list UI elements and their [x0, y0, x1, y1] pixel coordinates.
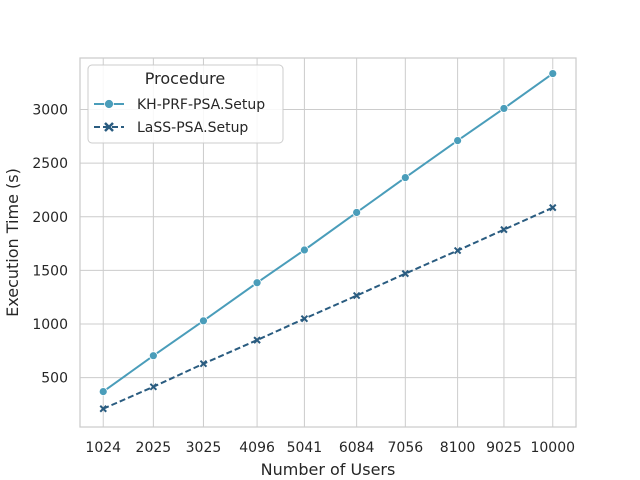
x-tick-label-10000: 10000: [530, 440, 575, 456]
data-point-kh-prf-psa-setup-7056: [400, 173, 410, 183]
data-point-lass-psa-setup-2025: [149, 383, 158, 391]
data-point-lass-psa-setup-6084: [352, 291, 361, 300]
data-point-lass-psa-setup-7056: [401, 269, 410, 278]
plot-frame: [79, 57, 577, 428]
y-tick-label-2000: 2000: [32, 210, 68, 226]
data-point-kh-prf-psa-setup-6084: [352, 208, 362, 217]
x-tick-label-6084: 6084: [339, 440, 375, 456]
data-point-lass-psa-setup-1024: [99, 405, 107, 413]
y-tick-label-3000: 3000: [32, 102, 68, 118]
data-point-kh-prf-psa-setup-1024: [98, 387, 108, 397]
series-lass-psa-setup: [99, 203, 557, 413]
legend-marker-lass-psa-setup: [104, 122, 114, 132]
x-tick-label-8100: 8100: [440, 440, 476, 456]
data-point-kh-prf-psa-setup-2025: [148, 351, 158, 361]
series-line-kh-prf-psa-setup: [102, 72, 554, 393]
legend-marker-kh-prf-psa-setup: [104, 99, 114, 109]
x-tick-label-3025: 3025: [186, 440, 222, 456]
series-kh-prf-psa-setup: [98, 69, 558, 397]
x-tick-label-5041: 5041: [287, 440, 323, 456]
data-point-kh-prf-psa-setup-9025: [499, 104, 509, 113]
data-point-lass-psa-setup-4096: [253, 336, 261, 344]
x-tick-label-7056: 7056: [388, 440, 424, 456]
y-tick-labels: 500 1000 1500 2000 2500 3000: [32, 102, 68, 386]
x-tick-label-9025: 9025: [486, 440, 522, 456]
y-axis-label: Execution Time (s): [3, 168, 22, 317]
x-tick-label-2025: 2025: [136, 440, 172, 456]
y-tick-label-500: 500: [41, 371, 68, 387]
series-layer: [98, 69, 558, 413]
legend-box: [87, 64, 284, 144]
data-point-lass-psa-setup-9025: [500, 225, 508, 234]
data-point-kh-prf-psa-setup-5041: [300, 245, 309, 255]
legend: Procedure KH-PRF-PSA.Setup LaSS-PSA.Setu…: [87, 64, 284, 144]
data-point-lass-psa-setup-8100: [453, 246, 462, 255]
legend-title: Procedure: [145, 69, 225, 88]
data-point-kh-prf-psa-setup-8100: [453, 136, 463, 145]
y-tick-label-1500: 1500: [32, 263, 68, 279]
data-point-lass-psa-setup-10000: [549, 203, 557, 212]
x-tick-label-4096: 4096: [239, 440, 275, 456]
data-point-lass-psa-setup-3025: [199, 360, 208, 368]
x-tick-labels: 1024 2025 3025 4096 5041 6084 7056 8100 9025 1000…: [85, 440, 575, 456]
y-tick-label-1000: 1000: [32, 317, 68, 333]
x-axis-label: Number of Users: [261, 460, 396, 479]
series-line-lass-psa-setup: [102, 206, 554, 410]
data-point-kh-prf-psa-setup-3025: [199, 316, 208, 326]
data-point-lass-psa-setup-5041: [300, 314, 309, 323]
data-point-kh-prf-psa-setup-10000: [548, 69, 558, 78]
legend-label-lass-psa-setup: LaSS-PSA.Setup: [137, 120, 248, 136]
x-tick-label-1024: 1024: [85, 440, 121, 456]
y-tick-label-2500: 2500: [32, 156, 68, 172]
legend-label-kh-prf-psa-setup: KH-PRF-PSA.Setup: [137, 97, 265, 113]
data-point-kh-prf-psa-setup-4096: [252, 278, 262, 288]
